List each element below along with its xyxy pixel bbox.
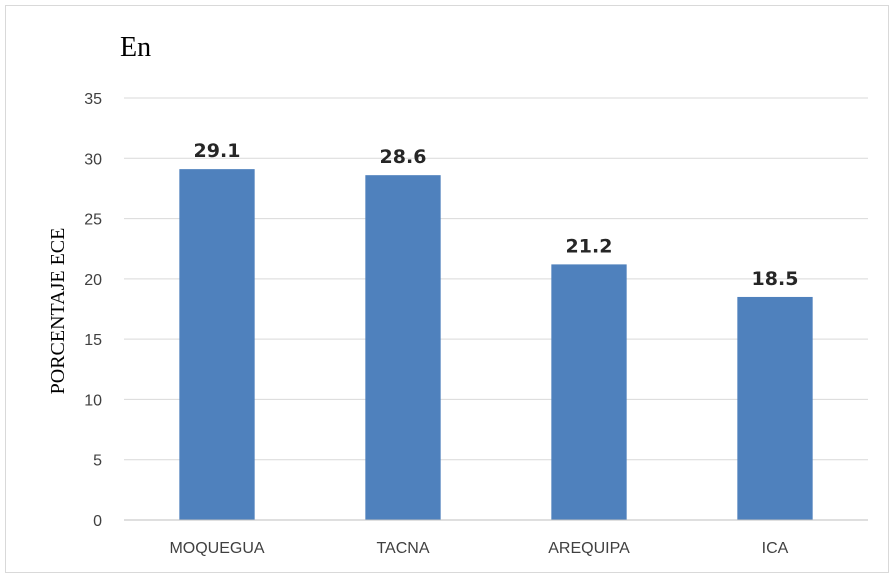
category-labels: MOQUEGUA TACNA AREQUIPA ICA: [169, 540, 788, 557]
bar-moquegua: [179, 169, 255, 520]
data-label: 28.6: [380, 146, 427, 168]
y-tick-label: 25: [84, 212, 102, 229]
bar-ica: [737, 296, 813, 520]
y-tick-label: 30: [84, 151, 102, 168]
y-tick-label: 20: [84, 272, 102, 289]
category-label: ICA: [762, 540, 789, 557]
y-tick-label: 0: [93, 513, 102, 530]
category-label: MOQUEGUA: [169, 540, 264, 557]
bars: [179, 169, 813, 520]
data-labels: 29.1 28.6 21.2 18.5: [194, 140, 799, 290]
data-label: 21.2: [566, 235, 613, 257]
bar-tacna: [365, 175, 441, 520]
data-label: 18.5: [752, 268, 799, 290]
y-tick-label: 10: [84, 392, 102, 409]
chart-title: En: [120, 32, 152, 63]
y-tick-label: 15: [84, 332, 102, 349]
category-label: TACNA: [376, 540, 429, 557]
bar-arequipa: [551, 264, 627, 520]
category-label: AREQUIPA: [548, 540, 630, 557]
y-axis-label: PORCENTAJE ECE: [47, 228, 69, 395]
data-label: 29.1: [194, 140, 241, 162]
y-tick-label: 5: [93, 453, 102, 470]
y-tick-label: 35: [84, 91, 102, 108]
y-axis-ticks: 0 5 10 15 20 25 30 35: [84, 91, 102, 530]
